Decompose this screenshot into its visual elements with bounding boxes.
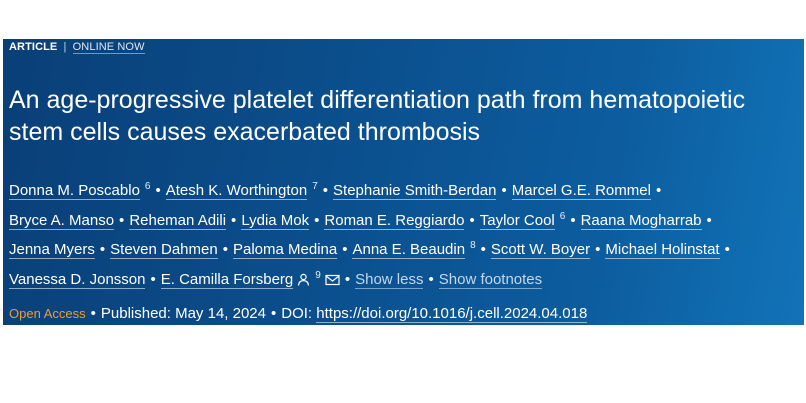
separator-dot: •	[271, 305, 277, 322]
person-icon[interactable]	[297, 267, 310, 297]
author-line-2: Bryce A. Manso • Reheman Adili • Lydia Mok • R…	[9, 202, 804, 232]
author-link[interactable]: Stephanie Smith-Berdan	[333, 182, 497, 200]
separator-dot: •	[90, 305, 96, 322]
separator-dot: •	[150, 270, 156, 288]
article-label: ARTICLE	[9, 41, 58, 53]
author-link[interactable]: Michael Holinstat	[605, 241, 720, 259]
author-list: Donna M. Poscablo 6 • Atesh K. Worthington 7…	[9, 172, 804, 290]
separator: |	[63, 41, 67, 53]
separator-dot: •	[428, 270, 434, 288]
separator-dot: •	[119, 211, 125, 229]
author-link[interactable]: Jenna Myers	[9, 241, 95, 259]
author-footnote[interactable]: 9	[315, 269, 321, 281]
article-type-line: ARTICLE | ONLINE NOW	[9, 41, 145, 54]
separator-dot: •	[706, 211, 712, 229]
author-link[interactable]: E. Camilla Forsberg	[160, 270, 294, 289]
separator-dot: •	[595, 241, 601, 258]
doi-label: DOI:	[281, 305, 313, 322]
author-link[interactable]: Bryce A. Manso	[9, 211, 115, 230]
author-link[interactable]: Atesh K. Worthington	[165, 182, 308, 200]
author-link[interactable]: Marcel G.E. Rommel	[511, 182, 651, 200]
separator-dot: •	[344, 270, 351, 288]
separator-dot: •	[342, 241, 348, 258]
envelope-icon[interactable]	[325, 267, 340, 297]
author-link[interactable]: Vanessa D. Jonsson	[9, 270, 146, 289]
author-line-3: Jenna Myers • Steven Dahmen • Paloma Medina •…	[9, 231, 804, 261]
separator-dot: •	[99, 241, 106, 258]
separator-dot: •	[655, 182, 662, 199]
author-link[interactable]: Anna E. Beaudin	[352, 241, 466, 259]
author-footnote[interactable]: 6	[559, 210, 566, 222]
author-link[interactable]: Raana Mogharrab	[580, 211, 702, 230]
show-less-link[interactable]: Show less	[355, 270, 424, 289]
show-footnotes-link[interactable]: Show footnotes	[438, 270, 543, 289]
author-link[interactable]: Roman E. Reggiardo	[324, 211, 465, 230]
online-now-link[interactable]: ONLINE NOW	[72, 41, 145, 54]
article-title: An age-progressive platelet differentiat…	[9, 86, 746, 146]
separator-dot: •	[222, 241, 228, 258]
author-link[interactable]: Paloma Medina	[232, 241, 338, 259]
separator-dot: •	[231, 211, 237, 229]
doi-link[interactable]: https://doi.org/10.1016/j.cell.2024.04.0…	[316, 305, 588, 323]
article-header-banner: ARTICLE | ONLINE NOW An age-progressive …	[3, 39, 804, 325]
author-link[interactable]: Steven Dahmen	[110, 241, 218, 259]
author-link[interactable]: Scott W. Boyer	[490, 241, 591, 259]
separator-dot: •	[724, 241, 730, 258]
separator-dot: •	[314, 211, 320, 229]
author-link[interactable]: Taylor Cool	[479, 211, 555, 230]
published-date: Published: May 14, 2024	[100, 305, 266, 322]
separator-dot: •	[570, 211, 576, 229]
separator-dot: •	[322, 182, 329, 199]
separator-dot: •	[480, 241, 486, 258]
separator-dot: •	[501, 182, 507, 199]
author-link[interactable]: Reheman Adili	[129, 211, 227, 230]
publication-info: Open Access • Published: May 14, 2024 • DOI:…	[9, 305, 588, 323]
author-footnote[interactable]: 7	[312, 181, 318, 192]
separator-dot: •	[469, 211, 475, 229]
author-line-4: Vanessa D. Jonsson • E. Camilla Forsberg 9 •…	[9, 261, 804, 291]
author-link[interactable]: Donna M. Poscablo	[9, 182, 140, 200]
author-footnote[interactable]: 8	[470, 240, 476, 251]
separator-dot: •	[155, 182, 161, 199]
open-access-badge[interactable]: Open Access	[9, 306, 86, 321]
author-line-1: Donna M. Poscablo 6 • Atesh K. Worthington 7…	[9, 172, 804, 202]
author-link[interactable]: Lydia Mok	[241, 211, 310, 230]
author-footnote[interactable]: 6	[144, 181, 151, 192]
